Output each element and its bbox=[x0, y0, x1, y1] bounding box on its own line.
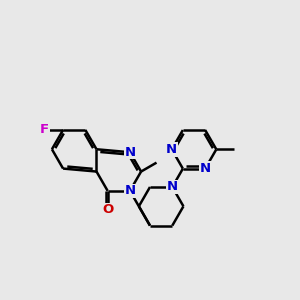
Text: O: O bbox=[102, 203, 113, 216]
Text: N: N bbox=[167, 181, 178, 194]
Text: F: F bbox=[40, 124, 49, 136]
Text: N: N bbox=[166, 143, 177, 156]
Text: N: N bbox=[200, 162, 211, 175]
Text: N: N bbox=[124, 146, 136, 159]
Text: N: N bbox=[124, 184, 136, 197]
